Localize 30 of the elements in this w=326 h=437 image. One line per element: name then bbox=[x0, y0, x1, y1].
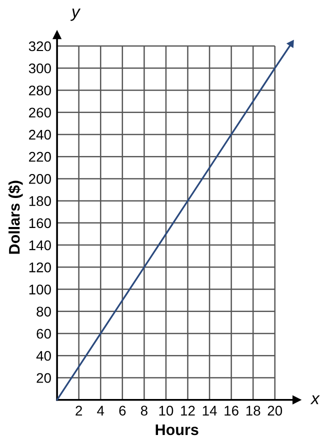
x-tick-label: 18 bbox=[246, 406, 260, 416]
y-tick-label: 140 bbox=[29, 240, 51, 250]
x-tick-label: 16 bbox=[224, 406, 238, 416]
y-tick-label: 300 bbox=[28, 63, 51, 74]
x-tick-label: 6 bbox=[119, 406, 126, 416]
y-tick-label: 160 bbox=[29, 218, 51, 228]
y-axis-title: Dollars ($) bbox=[8, 180, 23, 254]
x-tick-label: 12 bbox=[181, 406, 195, 416]
x-tick-label: 4 bbox=[97, 406, 104, 416]
y-tick-label: 180 bbox=[29, 196, 51, 206]
y-tick-label: 40 bbox=[36, 350, 51, 361]
x-tick-label: 20 bbox=[268, 406, 282, 416]
x-tick-label: 10 bbox=[159, 406, 174, 416]
x-tick-label: 14 bbox=[202, 406, 217, 416]
x-tick-label: 8 bbox=[140, 406, 148, 416]
y-tick-label: 20 bbox=[36, 373, 51, 383]
text: y bbox=[70, 8, 81, 21]
y-tick-label: 260 bbox=[29, 108, 51, 118]
y-tick-label: 60 bbox=[36, 328, 51, 339]
y-tick-label: 220 bbox=[29, 152, 51, 162]
y-tick-label: 80 bbox=[36, 306, 51, 317]
y-tick-label: 240 bbox=[29, 130, 51, 140]
text: x bbox=[310, 395, 320, 404]
x-axis-title: Hours bbox=[156, 424, 198, 436]
y-tick-label: 280 bbox=[29, 86, 51, 96]
y-tick-label: 320 bbox=[28, 41, 51, 52]
y-tick-label: 120 bbox=[29, 262, 51, 272]
x-tick-label: 2 bbox=[76, 406, 82, 416]
y-tick-label: 200 bbox=[29, 174, 51, 184]
y-tick-label: 100 bbox=[29, 284, 51, 294]
